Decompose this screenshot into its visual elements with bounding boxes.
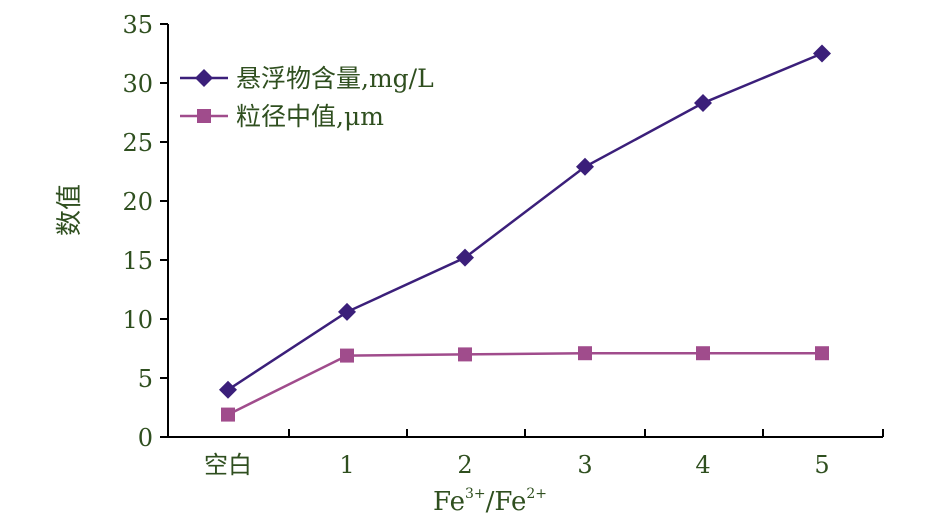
series-0-point-2 bbox=[456, 248, 474, 267]
x-tick-label-2: 2 bbox=[457, 451, 472, 479]
x-axis-title: Fe3+/Fe2+ bbox=[433, 486, 547, 517]
y-tick-label-0: 0 bbox=[138, 424, 153, 452]
series-0-line bbox=[227, 52, 823, 391]
legend: 悬浮物含量,mg/L 粒径中值,μm bbox=[180, 64, 434, 131]
y-tick-label-4: 20 bbox=[122, 188, 153, 216]
y-axis-title: 数值 bbox=[55, 184, 85, 236]
y-tick-label-3: 15 bbox=[122, 247, 153, 275]
legend-marker-0 bbox=[195, 69, 213, 87]
x-axis-title-part-slash: /Fe bbox=[486, 487, 527, 517]
x-axis-title-part-fe: Fe bbox=[433, 487, 465, 517]
series-0-point-0 bbox=[219, 380, 237, 399]
x-axis-title-sup-2: 2+ bbox=[526, 486, 547, 502]
y-tick-label-6: 30 bbox=[122, 70, 153, 98]
legend-label-1: 粒径中值,μm bbox=[236, 102, 384, 131]
series-1-line bbox=[227, 351, 822, 416]
x-tick-label-1: 1 bbox=[339, 451, 354, 479]
y-tick-label-5: 25 bbox=[122, 129, 153, 157]
series-1-point-3 bbox=[578, 346, 592, 361]
series-1-point-5 bbox=[815, 346, 829, 361]
y-tick-label-1: 5 bbox=[138, 365, 153, 393]
legend-label-0: 悬浮物含量,mg/L bbox=[236, 64, 434, 93]
x-tick-label-3: 3 bbox=[577, 451, 592, 479]
x-tick-label-4: 4 bbox=[695, 451, 710, 479]
y-tick-label-7: 35 bbox=[122, 11, 153, 39]
x-axis-title-sup-1: 3+ bbox=[465, 486, 486, 502]
legend-marker-1 bbox=[197, 109, 211, 123]
series-1-point-2 bbox=[458, 347, 472, 362]
series-1-point-0 bbox=[221, 407, 235, 422]
series-1-point-4 bbox=[696, 346, 710, 361]
x-ticks: 空白 1 2 3 4 5 bbox=[204, 429, 884, 479]
series-layer bbox=[219, 44, 831, 422]
y-ticks: 0 5 10 15 20 25 30 35 bbox=[122, 11, 168, 452]
series-0-point-5 bbox=[813, 44, 831, 63]
series-0-point-1 bbox=[338, 302, 356, 321]
y-tick-label-2: 10 bbox=[122, 306, 153, 334]
series-0-point-4 bbox=[694, 94, 712, 113]
x-tick-label-5: 5 bbox=[814, 451, 829, 479]
series-0-point-3 bbox=[576, 157, 594, 176]
series-1-point-1 bbox=[340, 348, 354, 363]
x-tick-label-0: 空白 bbox=[204, 451, 252, 479]
